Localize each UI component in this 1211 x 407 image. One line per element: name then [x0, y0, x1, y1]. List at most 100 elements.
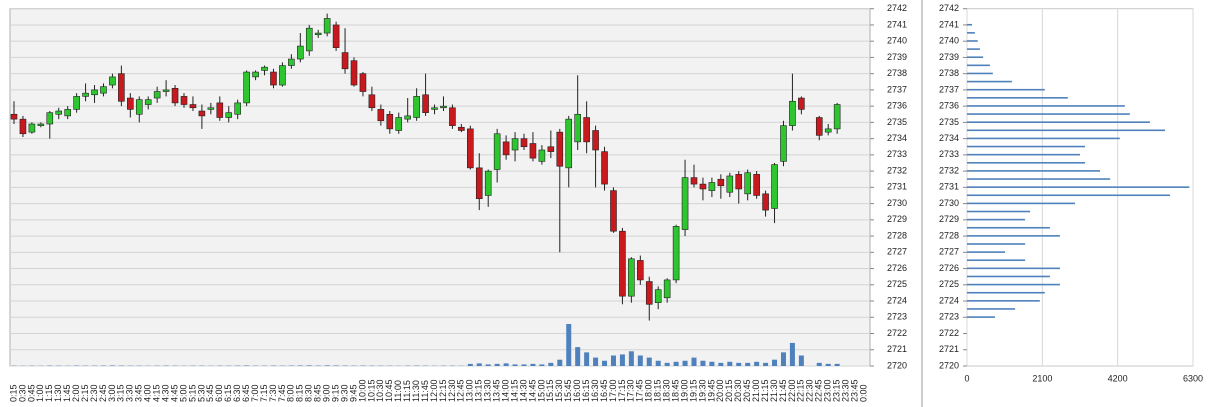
candle-body [323, 18, 331, 34]
x-tick-label: 5:45 [205, 384, 215, 402]
x-tick-label: 3:30 [125, 384, 135, 402]
volume-bar [780, 352, 786, 366]
candle-body [699, 183, 707, 190]
y-tick-label: 2734 [939, 133, 959, 143]
profile-bar [967, 161, 1086, 164]
x-tick-label: 8:00 [286, 384, 296, 402]
profile-bar [967, 194, 1171, 197]
candle-body [744, 172, 751, 195]
candle-body [798, 97, 805, 110]
y-tick-label: 2728 [939, 230, 959, 240]
x-tick-label: 8:45 [313, 384, 323, 402]
profile-bar [967, 48, 980, 50]
candle-body [726, 175, 734, 193]
candle-body [341, 52, 349, 70]
x-tick-label: 4:45 [169, 384, 179, 402]
x-tick-label: 2:30 [89, 384, 99, 402]
candle-body [332, 24, 340, 48]
y-tick-label: 2740 [887, 36, 907, 46]
x-tick-label: 23:00 [823, 379, 833, 402]
x-tick-label: 14:45 [527, 379, 537, 402]
volume-bar [628, 351, 634, 366]
x-tick-label: 20:30 [733, 379, 743, 402]
y-tick-label: 2735 [887, 117, 907, 127]
x-tick-label: 21:30 [769, 379, 779, 402]
y-tick-label: 2730 [939, 198, 959, 208]
x-tick-label: 4:30 [160, 384, 170, 402]
x-tick-label: 22:15 [796, 379, 806, 402]
x-tick-label: 8:30 [304, 384, 314, 402]
volume-bar [476, 363, 482, 366]
volume-bar [584, 352, 590, 366]
x-tick-label: 11:45 [420, 380, 430, 402]
x-tick-label: 6:15 [223, 384, 233, 402]
x-tick-label: 17:30 [626, 379, 636, 402]
candle-body [46, 112, 54, 125]
profile-bar [967, 300, 1040, 302]
candle-body [645, 281, 653, 305]
profile-bar [967, 88, 1045, 91]
x-tick-label: 0:15 [8, 384, 18, 402]
candle-body [395, 117, 403, 131]
candle-body [216, 102, 224, 118]
x-tick-label: 2:45 [98, 384, 108, 402]
x-tick-label: 11:30 [411, 380, 421, 402]
candle-body [511, 138, 519, 151]
candle-body [153, 91, 161, 99]
volume-bar [763, 362, 769, 366]
candle-body [628, 258, 635, 297]
volume-bar [306, 365, 312, 366]
volume-bar [816, 362, 822, 366]
x-tick-label: 13:45 [492, 379, 502, 402]
candle-body [243, 71, 250, 104]
x-tick-label: 6:00 [214, 384, 224, 402]
candle-body [144, 99, 152, 105]
candle-body [37, 123, 45, 126]
candle-body [529, 143, 537, 159]
candle-body [118, 73, 125, 102]
x-tick-label: 1:45 [62, 384, 72, 402]
x-tick-label: 9:15 [330, 384, 340, 402]
candle-body [762, 193, 769, 211]
candle-body [109, 76, 116, 86]
y-tick-label: 2727 [939, 247, 959, 257]
y-tick-label: 2733 [887, 149, 907, 159]
x-tick-label: 0:45 [26, 384, 36, 402]
candle-body [565, 118, 573, 169]
candle-body [404, 115, 411, 120]
x-tick-label: 23:30 [840, 379, 850, 402]
volume-bar [297, 365, 303, 366]
x-tick-label: 11:00 [393, 380, 403, 402]
candle-body [601, 151, 608, 185]
y-tick-label: 2735 [939, 117, 959, 127]
x-tick-label: 3:15 [116, 384, 126, 402]
x-tick-label: 2:00 [71, 384, 81, 402]
profile-bar [967, 40, 978, 42]
y-tick-label: 2723 [887, 312, 907, 322]
profile-bar [967, 64, 990, 67]
candle-body [690, 177, 698, 185]
volume-bar [637, 355, 643, 366]
profile-bar [967, 170, 1101, 172]
y-tick-label: 2733 [939, 149, 959, 159]
candle-body [458, 126, 465, 131]
candle-body [583, 117, 590, 143]
candle-body [28, 123, 36, 133]
x-tick-label: 7:15 [259, 384, 269, 402]
y-tick-label: 2722 [887, 328, 907, 338]
x-tick-label: 13:00 [465, 379, 475, 402]
volume-bar [602, 360, 608, 366]
volume-bar [485, 364, 491, 366]
candle-body [538, 149, 546, 162]
profile-bar [967, 178, 1111, 180]
volume-bar [557, 359, 563, 366]
candle-body [493, 133, 501, 170]
volume-bar [709, 361, 715, 366]
candle-body [833, 104, 841, 130]
y-tick-label: 2734 [887, 133, 907, 143]
y-tick-label: 2741 [939, 19, 959, 29]
candle-body [422, 94, 429, 113]
x-tick-label: 13:30 [483, 379, 493, 402]
x-tick-label: 20:00 [715, 379, 725, 402]
